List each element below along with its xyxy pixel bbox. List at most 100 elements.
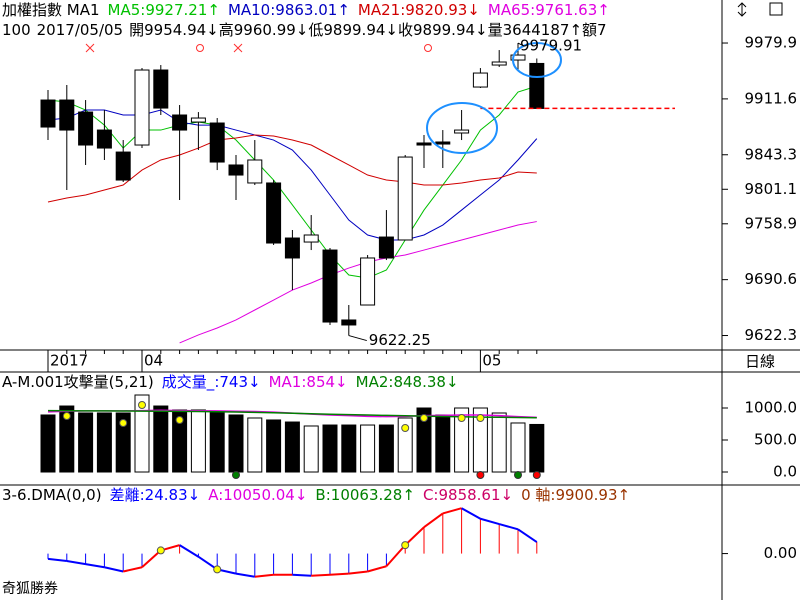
candle-body <box>472 72 488 88</box>
y-tick-label: 1000.0 <box>745 399 798 417</box>
candle-body <box>529 62 545 109</box>
signal-dot <box>138 401 146 410</box>
headers: 加權指數 MA1 MA5:9927.21↑ MA10:9863.01↑ MA21:98… <box>2 1 630 504</box>
window-icon[interactable] <box>769 2 783 16</box>
candle-body <box>172 114 188 131</box>
signal-dot <box>514 471 522 480</box>
legend-text: : <box>326 486 331 504</box>
candle-body <box>247 159 263 184</box>
candle-body <box>78 111 94 146</box>
legend-text: 100 <box>2 21 31 39</box>
volume-bar <box>341 424 357 473</box>
y-tick-label: 9843.3 <box>745 145 798 163</box>
volume-bar <box>266 419 282 473</box>
signal-symbols <box>85 43 432 53</box>
dma-line <box>235 572 255 578</box>
leader-line <box>348 335 367 342</box>
dma-line <box>517 528 538 543</box>
dma-line <box>498 523 519 531</box>
volume-bar <box>454 407 470 473</box>
volume-bar <box>510 422 526 473</box>
legend-text: ↓ <box>248 373 261 391</box>
candle-body <box>378 236 394 259</box>
volume-bar <box>322 424 338 473</box>
highlight-circle <box>426 102 498 154</box>
signal-dot <box>476 414 485 423</box>
signal-dot <box>457 414 466 423</box>
signal-dot <box>420 414 428 423</box>
dma-line <box>311 573 331 577</box>
legend-text: ↓ <box>475 21 488 39</box>
dma-line <box>254 573 274 578</box>
candle-body <box>190 117 206 123</box>
legend-text: ↓ <box>206 21 219 39</box>
candle-body <box>303 234 319 243</box>
dma-line <box>179 544 199 558</box>
signal-dot <box>119 418 128 427</box>
candle-body <box>491 61 507 66</box>
candle-body <box>40 99 56 128</box>
legend-text: : <box>388 373 393 391</box>
legend-text: 9960.99 <box>234 21 296 39</box>
header-line: 加權指數 MA1 MA5:9927.21↑ MA10:9863.01↑ MA21:98… <box>2 1 610 19</box>
buy-circle <box>196 44 204 52</box>
legend-text: 24.83 <box>145 486 188 504</box>
volume-bar <box>397 417 413 473</box>
resize-icon[interactable] <box>737 2 747 17</box>
signal-dot <box>213 565 222 574</box>
volume-bar <box>78 412 94 473</box>
candle-body <box>134 69 150 146</box>
legend-text: ↓ <box>188 486 201 504</box>
legend-text: 開 <box>129 21 144 39</box>
y-tick-label: 9690.6 <box>745 270 798 288</box>
signal-dot <box>532 471 541 480</box>
ma-line <box>47 409 537 419</box>
legend-text: : <box>140 486 145 504</box>
dma-line <box>122 566 143 573</box>
volume-plot <box>40 394 545 480</box>
legend-text: ↓ <box>385 21 398 39</box>
legend-text: 9899.94 <box>413 21 475 39</box>
legend-text: 0 軸 <box>521 486 550 504</box>
candle-body <box>322 249 338 323</box>
y-tick-label: 500.0 <box>754 431 797 449</box>
highlight-circle <box>512 42 562 78</box>
legend-text: 9858.61 <box>438 486 500 504</box>
candle-body <box>341 319 357 326</box>
legend-text: MA5 <box>108 1 141 19</box>
volume-bar <box>134 394 150 473</box>
legend-text: 收 <box>398 21 413 39</box>
y-tick-label: 9801.1 <box>745 180 798 198</box>
legend-text: 量 <box>488 21 503 39</box>
candle-body <box>284 237 300 259</box>
volume-bar <box>303 425 319 473</box>
volume-bar <box>190 409 206 473</box>
legend-text: 3644187 <box>503 21 570 39</box>
dma-line <box>442 507 462 515</box>
ma-line <box>47 109 538 241</box>
legend-text: 2017/05/05 <box>37 21 123 39</box>
dma-line <box>480 517 500 526</box>
legend-text: 9863.01 <box>275 1 337 19</box>
legend-text: 848.38 <box>393 373 446 391</box>
legend-text: 差離 <box>110 486 140 504</box>
legend-text: 9899.94 <box>323 21 385 39</box>
legend-text: A-M.001攻擊量(5,21) <box>2 373 154 391</box>
y-tick-label: 0.0 <box>773 463 797 481</box>
volume-bar <box>247 417 263 473</box>
ma-line <box>179 221 537 344</box>
dma-line <box>104 566 124 573</box>
volume-bar <box>435 414 451 473</box>
dma-line <box>292 573 312 577</box>
signal-dot <box>175 415 184 424</box>
price-plot <box>40 43 675 344</box>
candle-body <box>360 257 376 306</box>
candle-body <box>510 54 526 61</box>
legend-text: MA21 <box>358 1 400 19</box>
legend-text: MA2 <box>356 373 389 391</box>
legend-text: : <box>550 486 555 504</box>
sell-cross <box>85 43 95 53</box>
candle-body <box>454 129 470 134</box>
